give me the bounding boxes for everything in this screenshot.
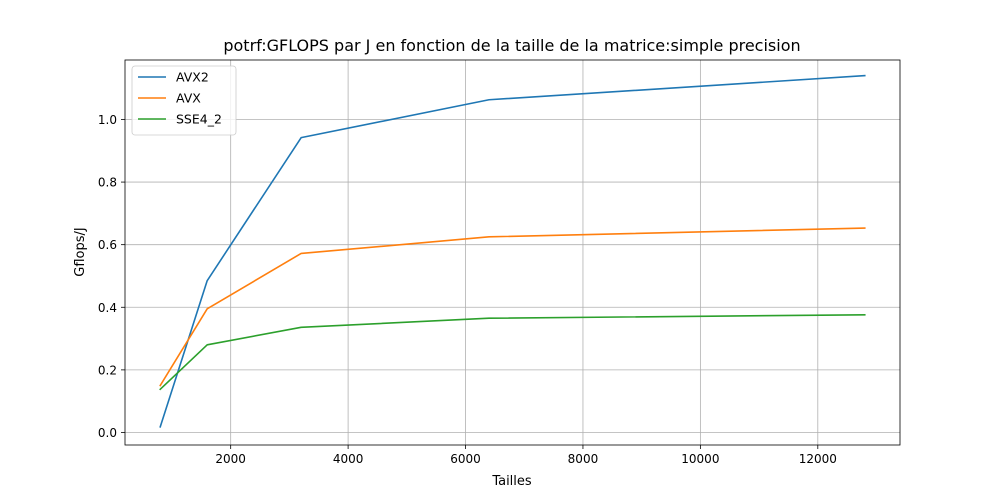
y-tick-label: 1.0 <box>98 113 117 127</box>
legend: AVX2 AVX SSE4_2 <box>131 65 237 136</box>
legend-label: AVX <box>176 91 201 106</box>
chart-title: potrf:GFLOPS par J en fonction de la tai… <box>223 36 800 55</box>
series-line-avx <box>159 227 866 387</box>
legend-label: AVX2 <box>176 70 209 85</box>
x-tick-label: 12000 <box>799 452 837 466</box>
plot-frame <box>124 59 901 446</box>
y-tick-label: 0.0 <box>98 426 117 440</box>
x-tick-label: 10000 <box>681 452 719 466</box>
series-line-sse4-2 <box>159 313 866 391</box>
series-lines <box>159 74 866 428</box>
y-tick-label: 0.8 <box>98 176 117 190</box>
x-axis-ticks: 2000 4000 6000 8000 10000 12000 <box>215 445 837 466</box>
plot-area <box>125 60 900 445</box>
y-tick-label: 0.6 <box>98 238 117 252</box>
y-axis-label: Gflops/J <box>73 227 88 276</box>
series-line-avx2 <box>159 74 866 428</box>
legend-box <box>131 65 237 136</box>
y-axis-ticks: 0.0 0.2 0.4 0.6 0.8 1.0 <box>98 113 125 440</box>
y-tick-label: 0.2 <box>98 363 117 377</box>
x-tick-label: 8000 <box>568 452 599 466</box>
legend-label: SSE4_2 <box>176 112 222 127</box>
x-tick-label: 2000 <box>215 452 246 466</box>
y-tick-label: 0.4 <box>98 301 117 315</box>
x-tick-label: 4000 <box>333 452 364 466</box>
x-axis-label: Tailles <box>491 474 532 489</box>
grid <box>125 60 900 445</box>
x-tick-label: 6000 <box>450 452 481 466</box>
